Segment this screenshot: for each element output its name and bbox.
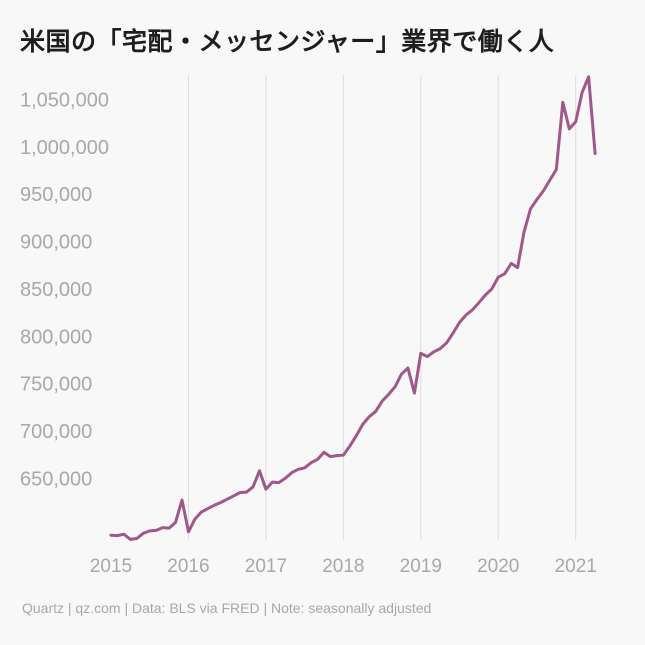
x-tick-label-2021: 2021 xyxy=(555,556,597,577)
y-axis-ticks: 650,000 700,000 750,000 800,000 850,000 900,0… xyxy=(20,90,109,491)
chart-footer: Quartz | qz.com | Data: BLS via FRED | N… xyxy=(22,600,432,616)
series-group xyxy=(109,75,597,541)
series-line-0 xyxy=(109,75,597,541)
x-tick-label-2019: 2019 xyxy=(400,556,442,577)
x-tick-label-2017: 2017 xyxy=(245,556,287,577)
x-tick-label-2018: 2018 xyxy=(322,556,364,577)
y-tick-label: 750,000 xyxy=(20,374,92,396)
chart-title: 米国の「宅配・メッセンジャー」業界で働く人 xyxy=(20,27,555,56)
x-tick-label-2020: 2020 xyxy=(477,556,519,577)
y-tick-label: 900,000 xyxy=(20,232,92,254)
y-tick-label: 800,000 xyxy=(20,326,92,348)
y-tick-label: 650,000 xyxy=(20,468,92,490)
y-tick-label: 1,050,000 xyxy=(20,90,109,112)
y-tick-label: 1,000,000 xyxy=(20,137,109,159)
x-axis-ticks: 2015 2016 2017 2018 2019 2020 2021 xyxy=(90,556,597,577)
gridlines xyxy=(187,75,577,540)
x-tick-label-2016: 2016 xyxy=(167,556,209,577)
x-tick-label-2015: 2015 xyxy=(90,556,132,577)
y-tick-label: 850,000 xyxy=(20,279,92,301)
y-tick-label: 700,000 xyxy=(20,421,92,443)
y-tick-label: 950,000 xyxy=(20,184,92,206)
